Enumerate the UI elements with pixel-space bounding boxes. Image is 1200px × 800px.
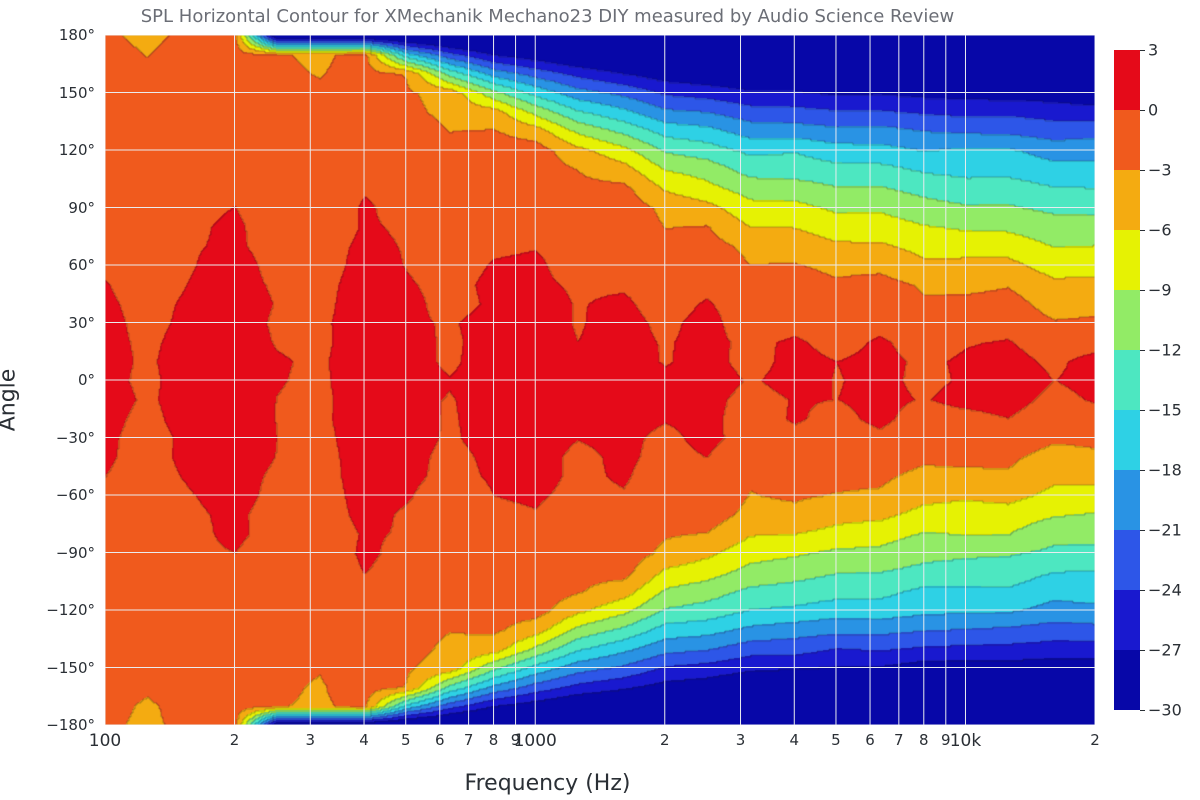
colorbar-tick-label: −24 (1148, 581, 1182, 600)
colorbar-segment (1114, 650, 1140, 710)
x-tick-label: 3 (305, 731, 315, 749)
contour-canvas (105, 35, 1095, 725)
colorbar-tick-label: −27 (1148, 641, 1182, 660)
x-tick-label: 9 (941, 731, 951, 749)
y-tick-label: −60° (5, 486, 95, 504)
colorbar-tick (1140, 170, 1145, 171)
colorbar-tick (1140, 350, 1145, 351)
x-tick-label: 4 (789, 731, 799, 749)
colorbar-tick-label: −3 (1148, 161, 1172, 180)
x-axis-label: Frequency (Hz) (0, 771, 1095, 796)
x-tick-label: 7 (894, 731, 904, 749)
colorbar-segment (1114, 230, 1140, 290)
colorbar-tick (1140, 110, 1145, 111)
x-tick-label: 100 (89, 731, 121, 751)
chart-title: SPL Horizontal Contour for XMechanik Mec… (0, 6, 1095, 27)
plot-area: 100100010k23456789234567892−180°−150°−12… (105, 35, 1095, 725)
colorbar-tick (1140, 50, 1145, 51)
y-tick-label: 180° (5, 26, 95, 44)
colorbar-tick-label: −15 (1148, 401, 1182, 420)
colorbar-tick-label: −9 (1148, 281, 1172, 300)
y-tick-label: 150° (5, 84, 95, 102)
colorbar-tick (1140, 410, 1145, 411)
y-tick-label: 30° (5, 314, 95, 332)
y-tick-label: 90° (5, 199, 95, 217)
x-tick-label: 5 (831, 731, 841, 749)
y-tick-label: 0° (5, 371, 95, 389)
y-tick-label: −150° (5, 659, 95, 677)
x-tick-label: 2 (1090, 731, 1100, 749)
colorbar-tick (1140, 230, 1145, 231)
x-tick-label: 6 (865, 731, 875, 749)
colorbar-segment (1114, 410, 1140, 470)
colorbar-tick-label: 0 (1148, 101, 1158, 120)
x-tick-label: 2 (660, 731, 670, 749)
colorbar-tick (1140, 650, 1145, 651)
y-tick-label: 120° (5, 141, 95, 159)
colorbar-segment (1114, 530, 1140, 590)
colorbar-tick-label: −30 (1148, 701, 1182, 720)
x-tick-label: 8 (919, 731, 929, 749)
x-tick-label: 8 (489, 731, 499, 749)
colorbar-segment (1114, 170, 1140, 230)
x-tick-label: 6 (435, 731, 445, 749)
spl-contour-chart: SPL Horizontal Contour for XMechanik Mec… (0, 0, 1200, 800)
colorbar-tick (1140, 470, 1145, 471)
colorbar-segment (1114, 590, 1140, 650)
y-tick-label: −90° (5, 544, 95, 562)
colorbar: 30−3−6−9−12−15−18−21−24−27−30 (1114, 50, 1140, 710)
x-tick-label: 5 (401, 731, 411, 749)
x-tick-label: 7 (464, 731, 474, 749)
colorbar-tick-label: −12 (1148, 341, 1182, 360)
colorbar-tick (1140, 530, 1145, 531)
colorbar-tick-label: 3 (1148, 41, 1158, 60)
y-tick-label: −180° (5, 716, 95, 734)
colorbar-segment (1114, 470, 1140, 530)
colorbar-segment (1114, 50, 1140, 110)
colorbar-tick (1140, 590, 1145, 591)
colorbar-tick (1140, 290, 1145, 291)
colorbar-segment (1114, 350, 1140, 410)
x-tick-label: 9 (511, 731, 521, 749)
colorbar-tick-label: −6 (1148, 221, 1172, 240)
colorbar-tick-label: −21 (1148, 521, 1182, 540)
colorbar-tick-label: −18 (1148, 461, 1182, 480)
x-tick-label: 10k (950, 731, 981, 751)
x-tick-label: 3 (736, 731, 746, 749)
x-tick-label: 4 (359, 731, 369, 749)
y-tick-label: −30° (5, 429, 95, 447)
colorbar-tick (1140, 710, 1145, 711)
colorbar-segment (1114, 290, 1140, 350)
y-tick-label: 60° (5, 256, 95, 274)
colorbar-segment (1114, 110, 1140, 170)
x-tick-label: 2 (230, 731, 240, 749)
y-tick-label: −120° (5, 601, 95, 619)
